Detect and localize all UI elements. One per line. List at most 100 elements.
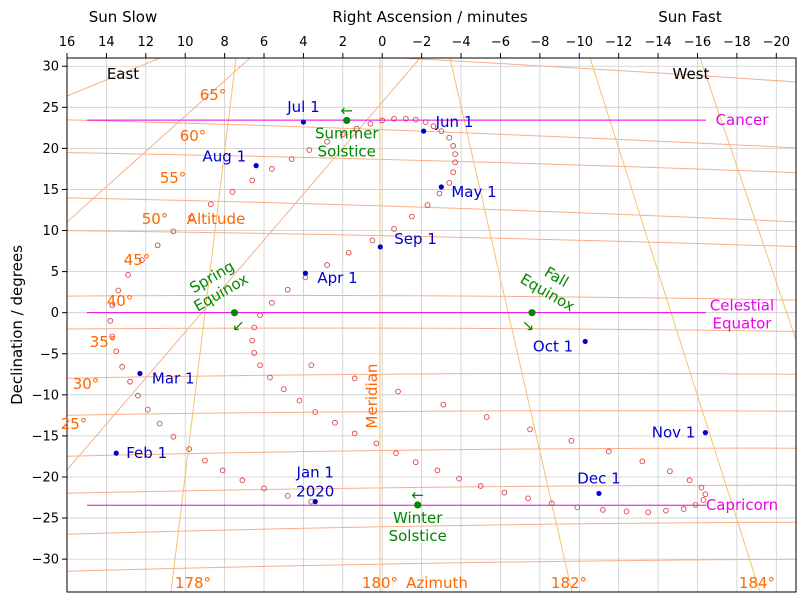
- month-marker-6: [300, 119, 307, 125]
- analemma-point-89: [605, 448, 612, 455]
- analemma-point-94: [395, 388, 401, 395]
- altitude-curve-b-4: [67, 484, 796, 494]
- analemma-point-12: [119, 364, 126, 370]
- altitude-curve-5: [67, 447, 796, 457]
- analemma-point-48: [408, 213, 415, 220]
- analemma-point-88: [639, 458, 646, 465]
- event-line1-0: Summer: [315, 124, 379, 142]
- analemma-point-51: [345, 249, 352, 256]
- event-arrow-1: ↙: [232, 317, 245, 335]
- analemma-point-36: [412, 116, 419, 123]
- altitude-label-2: 55°: [160, 169, 187, 187]
- x-tick-label-14: −12: [605, 35, 632, 50]
- month-marker-9: [582, 338, 588, 345]
- azimuth-label-1: 180°: [362, 574, 398, 592]
- y-tick-label-4: 10: [42, 224, 59, 239]
- month-marker-2: [137, 370, 143, 377]
- x-tick-label-13: −10: [566, 35, 593, 50]
- azimuth-line-3: [589, 58, 761, 592]
- analemma-point-45: [446, 180, 453, 186]
- altitude-edge-curve-1: [67, 58, 251, 223]
- analemma-curve: [107, 115, 709, 516]
- analemma-point-40: [446, 134, 453, 141]
- analemma-point-68: [393, 450, 399, 457]
- analemma-point-91: [527, 426, 533, 433]
- altitude-label-7: 30°: [73, 375, 100, 393]
- analemma-point-65: [332, 419, 338, 426]
- analemma-point-56: [257, 312, 263, 318]
- analemma-point-25: [249, 177, 256, 184]
- event-arrow-3: ←: [411, 486, 424, 504]
- analemma-point-31: [353, 125, 360, 132]
- month-label-9: Oct 1: [533, 337, 573, 355]
- analemma-point-79: [645, 509, 652, 516]
- azimuth-label-0: 178°: [175, 574, 211, 592]
- analemma-point-93: [440, 401, 447, 408]
- analemma-point-19: [139, 257, 145, 263]
- y-tick-label-3: 15: [42, 183, 59, 198]
- x-tick-label-0: 16: [59, 35, 76, 50]
- analemma-point-44: [450, 169, 457, 176]
- event-marker-2: [528, 309, 536, 317]
- analemma-point-61: [267, 374, 273, 381]
- analemma-point-4: [219, 467, 226, 474]
- month-label-7: Aug 1: [203, 148, 247, 166]
- x-tick-label-12: −8: [530, 35, 549, 50]
- y-tick-label-6: 0: [51, 306, 59, 321]
- month-label-10: Nov 1: [652, 424, 696, 442]
- event-marker-3: [414, 501, 422, 509]
- altitude-edge-curve-0: [67, 58, 161, 97]
- analemma-point-59: [251, 350, 258, 356]
- y-axis-title: Declination / degrees: [8, 245, 26, 405]
- analemma-point-3: [239, 477, 246, 484]
- month-label-8: Sep 1: [394, 230, 437, 248]
- month-marker-11: [596, 490, 602, 497]
- event-line1-3: Winter: [393, 509, 443, 527]
- y-tick-label-8: −10: [32, 388, 59, 403]
- event-arrow-0: ←: [340, 101, 353, 119]
- altitude-curve-4: [67, 372, 796, 379]
- analemma-point-34: [391, 115, 397, 122]
- month-label-3: Apr 1: [317, 269, 357, 287]
- analemma-point-23: [207, 201, 214, 208]
- x-tick-label-8: 0: [378, 35, 386, 50]
- analemma-point-35: [403, 115, 409, 122]
- y-tick-label-12: −30: [32, 553, 59, 568]
- x-tick-label-2: 12: [138, 35, 155, 50]
- altitude-curve-b-5: [67, 558, 796, 572]
- month-marker-4: [438, 184, 444, 190]
- analemma-point-76: [574, 504, 581, 511]
- x-tick-label-18: −20: [763, 35, 790, 50]
- analemma-point-22: [188, 214, 194, 221]
- month-marker-0: [312, 499, 318, 505]
- analemma-point-86: [686, 477, 693, 484]
- altitude-curve-6: [67, 521, 796, 535]
- analemma-point-9: [144, 406, 151, 413]
- analemma-point-90: [568, 437, 575, 444]
- x-tick-label-11: −6: [491, 35, 510, 50]
- x-tick-label-6: 4: [299, 35, 307, 50]
- analemma-point-81: [680, 506, 687, 512]
- altitude-label-4: 45°: [124, 251, 151, 269]
- east-label: East: [107, 65, 139, 83]
- month-label2-0: 2020: [296, 483, 334, 501]
- month-marker-8: [377, 244, 383, 250]
- event-line2-3: Solstice: [389, 527, 447, 545]
- month-label-1: Feb 1: [126, 444, 167, 462]
- analemma-point-16: [109, 302, 116, 309]
- event-arrow-2: ↘: [522, 317, 535, 335]
- analemma-point-29: [324, 138, 330, 145]
- meridian-label: Meridian: [363, 364, 381, 429]
- analemma-point-20: [154, 242, 161, 249]
- analemma-point-72: [477, 483, 484, 489]
- y-tick-label-10: −20: [32, 470, 59, 485]
- analemma-point-62: [280, 386, 287, 392]
- chart-labels: Right Ascension / minutes Sun Slow Sun F…: [8, 8, 775, 592]
- analemma-point-17: [115, 287, 122, 294]
- analemma-point-7: [170, 433, 177, 440]
- event-marker-0: [343, 116, 351, 125]
- analemma-point-95: [351, 375, 358, 382]
- analemma-point-82: [692, 502, 699, 508]
- azimuth-line-2: [449, 58, 573, 592]
